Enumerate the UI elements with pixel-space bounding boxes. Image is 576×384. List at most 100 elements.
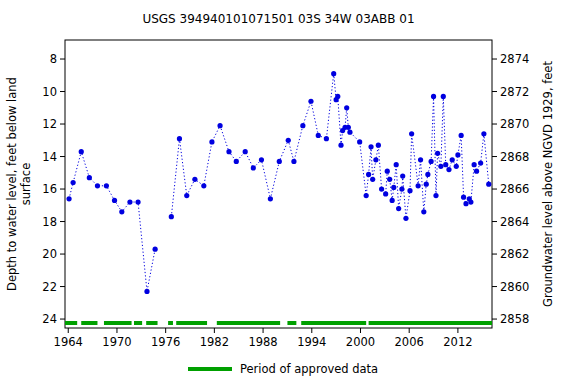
point (472, 162, 477, 167)
y-tick-label: 14 (42, 150, 57, 164)
point (403, 216, 408, 221)
point (435, 151, 440, 156)
point (461, 195, 466, 200)
point (243, 149, 248, 154)
point (127, 199, 132, 204)
point (370, 177, 375, 182)
background (0, 0, 576, 384)
title: USGS 394940101071501 03S 34W 03ABB 01 (142, 12, 414, 26)
chart: USGS 394940101071501 03S 34W 03ABB 01 196… (0, 0, 576, 384)
point (450, 157, 455, 162)
point (396, 206, 401, 211)
x-tick-label: 1982 (200, 335, 229, 349)
x-tick-label: 1994 (297, 335, 326, 349)
line (69, 74, 489, 292)
x-tick (214, 328, 215, 333)
y2-tick (492, 286, 497, 287)
y2-tick-label: 2874 (500, 52, 529, 66)
point (443, 162, 448, 167)
point (373, 157, 378, 162)
y2-tick (492, 156, 497, 157)
point (177, 136, 182, 141)
point (331, 71, 336, 76)
point (433, 193, 438, 198)
y-tick-label: 16 (42, 182, 57, 196)
y2-tick (492, 59, 497, 60)
y-axis-label-line: Depth to water level, feet below land (5, 77, 19, 291)
point (390, 198, 395, 203)
approved-period (81, 321, 97, 325)
y-tick (60, 319, 65, 320)
point (416, 183, 421, 188)
approved-period (369, 321, 492, 325)
y2-tick-label: 2860 (500, 280, 529, 294)
point (478, 160, 483, 165)
point (112, 198, 117, 203)
point (399, 186, 404, 191)
point (277, 159, 282, 164)
point (335, 94, 340, 99)
point (169, 214, 174, 219)
approved-period (104, 321, 132, 325)
approved-period (217, 321, 280, 325)
point (446, 167, 451, 172)
x-tick (409, 328, 410, 333)
y-tick-label: 22 (42, 280, 57, 294)
y2-tick-label: 2872 (500, 85, 529, 99)
x-tick-label: 1964 (54, 335, 83, 349)
y-axis-label: Depth to water level, feet below landsur… (5, 77, 33, 291)
x-tick (360, 328, 361, 333)
y2-axis-label: Groundwater level above NGVD 1929, feet (541, 61, 555, 307)
point (486, 182, 491, 187)
point (368, 144, 373, 149)
point (421, 209, 426, 214)
y-tick (60, 189, 65, 190)
approved-period (168, 321, 173, 325)
point (104, 183, 109, 188)
x-tick-label: 2012 (443, 335, 472, 349)
y2-tick-label: 2864 (500, 215, 529, 229)
x-tick-label: 1988 (248, 335, 277, 349)
y2-tick-label: 2862 (500, 247, 529, 261)
point (438, 164, 443, 169)
legend-swatch (188, 367, 232, 371)
y-tick-label: 10 (42, 85, 57, 99)
point (234, 159, 239, 164)
point (144, 289, 149, 294)
point (217, 123, 222, 128)
point (286, 138, 291, 143)
approved-period (146, 321, 157, 325)
point (379, 186, 384, 191)
point (376, 143, 381, 148)
point (344, 105, 349, 110)
point (366, 172, 371, 177)
point (347, 130, 352, 135)
x-tick-label: 2000 (346, 335, 375, 349)
y-tick (60, 254, 65, 255)
y2-tick (492, 91, 497, 92)
point (135, 199, 140, 204)
point (201, 183, 206, 188)
point (481, 131, 486, 136)
point (87, 175, 92, 180)
y-tick-label: 12 (42, 117, 57, 131)
point (291, 159, 296, 164)
approved-period (301, 321, 366, 325)
y-tick-label: 24 (42, 312, 57, 326)
point (209, 139, 214, 144)
point (251, 165, 256, 170)
point (394, 162, 399, 167)
point (407, 188, 412, 193)
point (454, 164, 459, 169)
point (391, 185, 396, 190)
y2-tick (492, 189, 497, 190)
legend-label: Period of approved data (240, 362, 378, 376)
point (385, 169, 390, 174)
y-tick-label: 8 (50, 52, 57, 66)
point (409, 131, 414, 136)
point (316, 133, 321, 138)
point (184, 193, 189, 198)
point (459, 133, 464, 138)
y-tick (60, 124, 65, 125)
point (441, 94, 446, 99)
